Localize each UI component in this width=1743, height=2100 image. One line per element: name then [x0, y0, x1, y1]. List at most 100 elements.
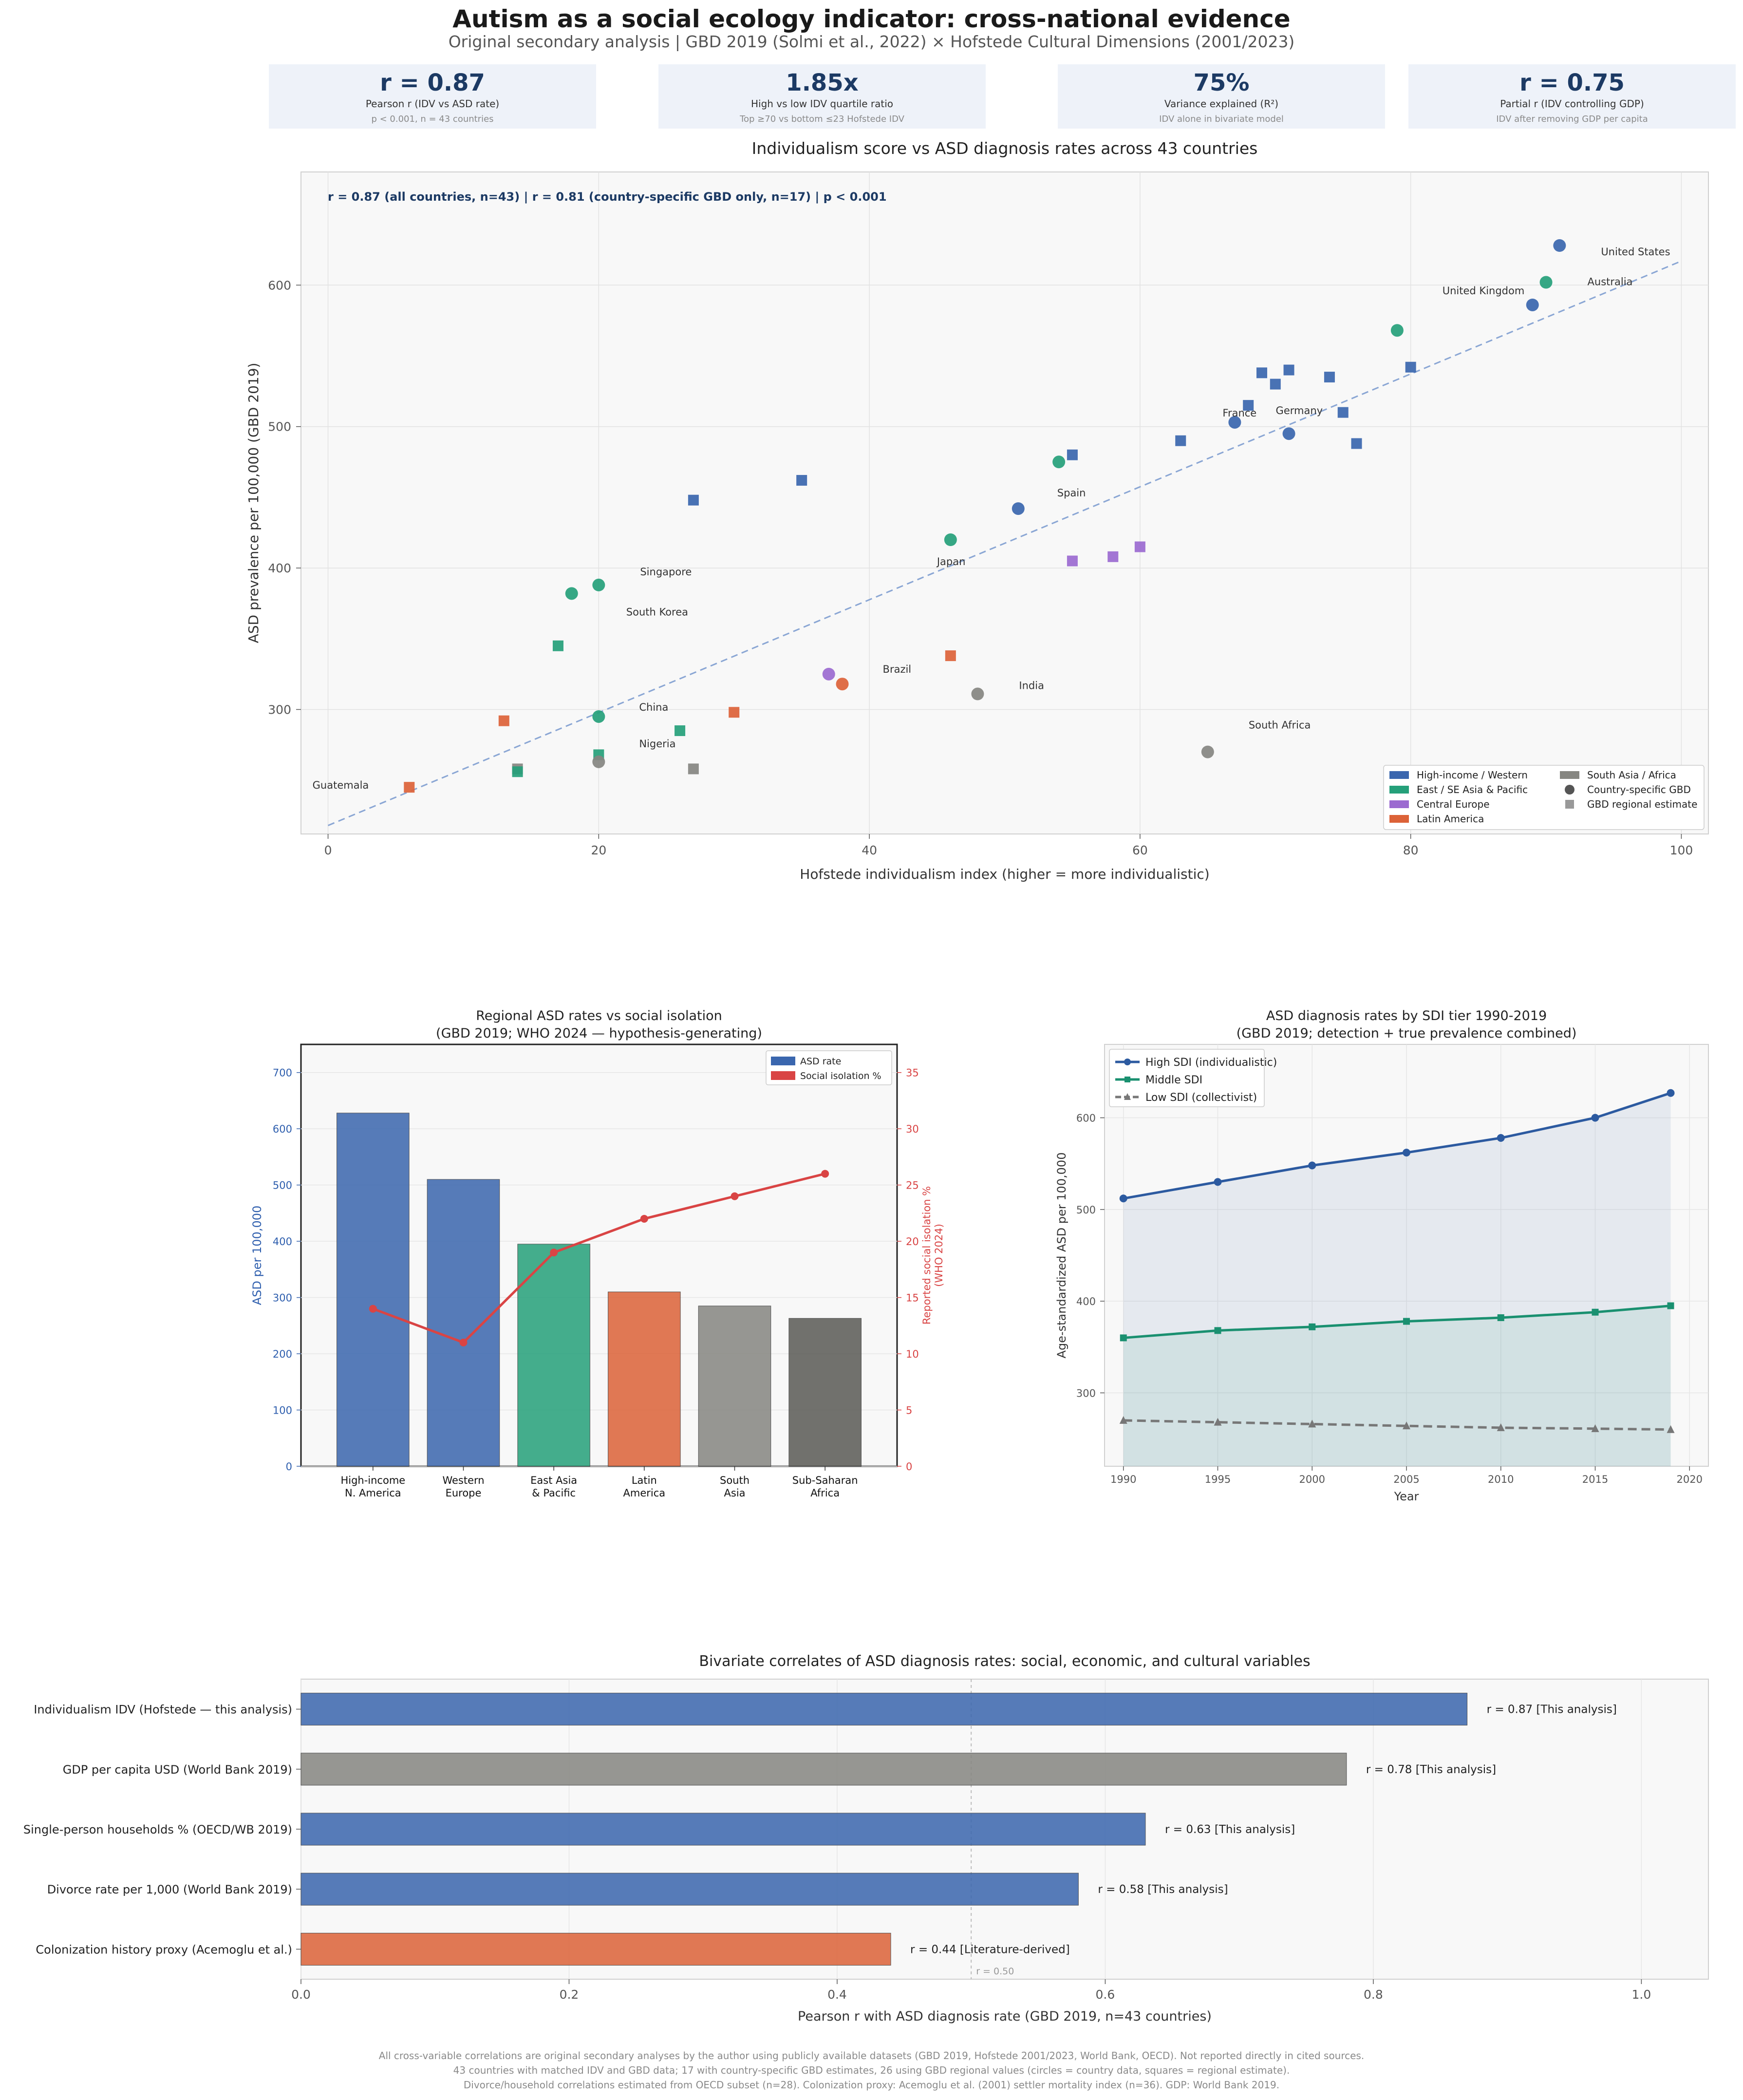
legend-marker	[1124, 1059, 1131, 1065]
regional-legend-label: ASD rate	[800, 1056, 841, 1067]
regional-x-tick-label: South	[720, 1475, 750, 1486]
scatter-point	[1052, 455, 1066, 469]
trend-line	[327, 260, 1682, 826]
regional-x-tick-label: East Asia	[530, 1475, 577, 1486]
regional-asd-bar	[427, 1179, 500, 1467]
scatter-x-tick-label: 0	[324, 843, 332, 857]
scatter-point-label: South Korea	[626, 606, 688, 618]
isolation-line	[372, 1173, 825, 1344]
legend-swatch	[1389, 815, 1409, 823]
scatter-point	[1256, 367, 1267, 378]
isolation-point	[731, 1192, 739, 1200]
sdi-title: ASD diagnosis rates by SDI tier 1990-201…	[1266, 1008, 1547, 1023]
scatter-legend-label: South Asia / Africa	[1587, 769, 1676, 781]
kpi-value: r = 0.75	[1519, 69, 1625, 96]
scatter-point	[971, 687, 984, 700]
legend-marker-square	[1565, 800, 1574, 809]
sdi-point	[1120, 1334, 1127, 1342]
regional-legend-label: Social isolation %	[800, 1071, 881, 1081]
sdi-point	[1497, 1314, 1504, 1322]
sdi-area-fill	[1123, 1305, 1671, 1466]
scatter-point	[796, 475, 807, 486]
sdi-point	[1308, 1419, 1316, 1428]
sdi-y-tick-label: 600	[1076, 1113, 1096, 1124]
scatter-point	[1390, 324, 1404, 337]
sdi-subtitle: (GBD 2019; detection + true prevalence c…	[1237, 1026, 1577, 1041]
correlate-bar	[300, 1813, 1146, 1846]
scatter-x-tick-label: 20	[591, 843, 606, 857]
correlate-bar	[300, 1932, 891, 1966]
regional-y2-tick-label: 15	[906, 1292, 919, 1304]
isolation-point	[369, 1305, 377, 1313]
sdi-point	[1214, 1178, 1222, 1186]
correlate-value-label: r = 0.63 [This analysis]	[1165, 1823, 1295, 1836]
scatter-point-label: United States	[1601, 246, 1670, 258]
sdi-point	[1119, 1194, 1127, 1203]
scatter-y-tick-label: 400	[268, 561, 291, 575]
scatter-legend-label: High-income / Western	[1417, 769, 1528, 781]
scatter-point-label: China	[639, 701, 668, 713]
scatter-point	[944, 533, 957, 546]
sdi-y-tick-label: 400	[1076, 1296, 1096, 1307]
correlate-bar	[300, 1873, 1079, 1906]
legend-marker	[1125, 1077, 1130, 1082]
regional-y-tick-label: 700	[273, 1067, 292, 1079]
legend-swatch	[1560, 771, 1579, 779]
scatter-x-tick-label: 80	[1403, 843, 1419, 857]
scatter-point	[1553, 239, 1566, 252]
scatter-point-label: Guatemala	[313, 779, 369, 791]
scatter-point	[1243, 400, 1254, 411]
kpi-label: Pearson r (IDV vs ASD rate)	[365, 98, 500, 110]
regional-asd-bar	[788, 1318, 862, 1467]
scatter-x-tick-label: 60	[1132, 843, 1148, 857]
regional-y-tick-label: 400	[273, 1236, 292, 1248]
regional-x-tick-label: Asia	[724, 1487, 745, 1499]
regional-y2-tick-label: 10	[906, 1348, 919, 1360]
footer-line: Divorce/household correlations estimated…	[463, 2079, 1280, 2091]
sdi-point	[1667, 1089, 1675, 1097]
scatter-point-label: United Kingdom	[1443, 285, 1525, 297]
correlate-category-label: Individualism IDV (Hofstede — this analy…	[34, 1703, 292, 1717]
sdi-legend-box	[1109, 1049, 1265, 1107]
regional-y-axis-label: ASD per 100,000	[250, 1206, 264, 1305]
regional-title: Regional ASD rates vs social isolation	[476, 1008, 722, 1023]
scatter-point-label: Germany	[1276, 405, 1323, 416]
sdi-point	[1403, 1318, 1410, 1325]
regional-x-tick-label: Western	[442, 1475, 484, 1486]
regional-y2-tick-label: 35	[906, 1067, 919, 1079]
scatter-point	[1324, 372, 1335, 383]
reference-line-label: r = 0.50	[976, 1966, 1014, 1977]
scatter-point	[552, 640, 563, 651]
regional-y2-tick-label: 5	[906, 1405, 912, 1417]
correlate-bar	[300, 1693, 1468, 1726]
correlate-category-label: GDP per capita USD (World Bank 2019)	[63, 1763, 292, 1777]
sdi-x-tick-label: 2005	[1393, 1474, 1419, 1485]
correlate-value-label: r = 0.78 [This analysis]	[1366, 1763, 1496, 1776]
scatter-point	[1539, 276, 1553, 289]
scatter-point	[1067, 555, 1078, 567]
scatter-point-label: Japan	[936, 556, 966, 568]
isolation-point	[459, 1338, 468, 1346]
regional-y-tick-label: 0	[286, 1461, 292, 1473]
scatter-legend-label: East / SE Asia & Pacific	[1417, 784, 1528, 795]
isolation-point	[550, 1249, 558, 1257]
scatter-point	[498, 715, 509, 726]
scatter-point	[1134, 541, 1145, 552]
regional-x-tick-label: N. America	[345, 1487, 401, 1499]
scatter-point	[592, 578, 605, 591]
sdi-point	[1308, 1161, 1316, 1170]
scatter-x-axis-label: Hofstede individualism index (higher = m…	[800, 866, 1209, 882]
legend-swatch	[771, 1071, 795, 1080]
scatter-point	[592, 755, 605, 768]
legend-swatch	[771, 1057, 795, 1065]
scatter-point	[1107, 551, 1119, 562]
regional-y-tick-label: 200	[273, 1348, 292, 1360]
sdi-x-axis-label: Year	[1394, 1490, 1419, 1503]
scatter-legend-label: GBD regional estimate	[1587, 798, 1697, 810]
sdi-area-fill	[1123, 1093, 1671, 1466]
isolation-point	[821, 1170, 829, 1178]
sdi-x-tick-label: 1995	[1205, 1474, 1231, 1485]
scatter-title: Individualism score vs ASD diagnosis rat…	[752, 139, 1258, 158]
sdi-y-tick-label: 500	[1076, 1204, 1096, 1216]
scatter-point	[592, 710, 605, 723]
